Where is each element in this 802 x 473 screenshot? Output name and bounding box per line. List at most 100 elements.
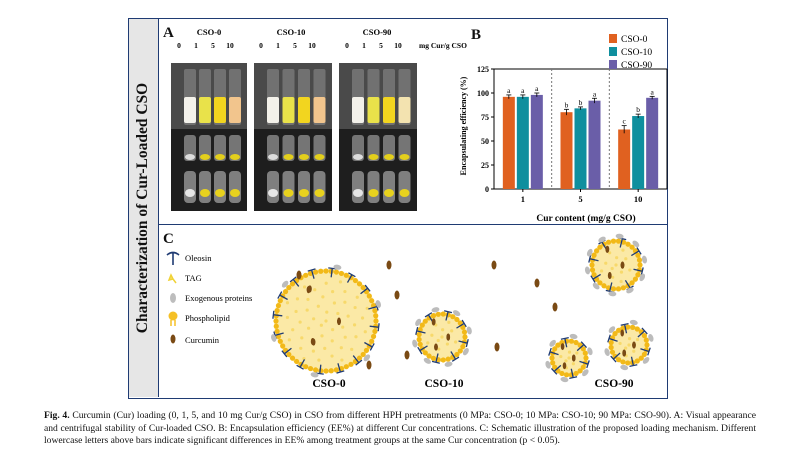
tag-molecule [300, 336, 304, 340]
vial-content [383, 97, 395, 123]
vial-content [313, 97, 326, 123]
oleosin-cap [548, 347, 552, 356]
y-tick-label: 125 [477, 65, 489, 74]
tag-molecule [354, 335, 358, 339]
conc-label: 5 [293, 41, 297, 50]
tube-pellet [283, 189, 294, 197]
phospholipid [583, 355, 589, 361]
oleosin-cap [636, 247, 642, 255]
significance-letter: a [521, 86, 525, 95]
oleosin [450, 351, 457, 360]
tube-pellet [399, 189, 410, 197]
phospholipid [462, 334, 468, 340]
panel-c-label: C [163, 231, 174, 247]
tag-molecule [285, 315, 290, 320]
phospholipid [457, 348, 463, 354]
curcumin [308, 285, 312, 293]
curcumin [560, 343, 565, 351]
panel-a-header: CSO-0 CSO-10 CSO-90 0 1 5 10 0 1 5 10 0 1 5 10 mg C… [177, 27, 467, 50]
free-curcumin [552, 302, 558, 312]
tag-molecule [341, 325, 345, 329]
phospholipid [343, 272, 349, 278]
phospholipid [610, 286, 617, 292]
phospholipid [419, 322, 425, 328]
phospholipid [555, 342, 561, 348]
tag-molecule [343, 335, 347, 339]
centrifuge-tube [398, 135, 411, 161]
centrifuge-tube [398, 171, 411, 203]
tag-molecule [567, 350, 572, 354]
phospholipid [580, 364, 586, 370]
phospholipid [616, 357, 622, 363]
tag-molecule [575, 351, 579, 355]
oleosin [640, 348, 650, 353]
oleosin [570, 368, 574, 378]
tag-molecule [360, 316, 365, 320]
curcumin [571, 354, 576, 362]
curcumin-icon [170, 334, 176, 344]
phospholipid [372, 328, 378, 334]
phospholipid [589, 262, 595, 268]
oleosin-cap [348, 272, 356, 278]
tag-molecule [324, 319, 328, 323]
oleosin [368, 305, 378, 310]
phospholipid [356, 281, 363, 287]
oleosin [416, 330, 426, 334]
tag-molecule [445, 342, 450, 346]
phospholipid [289, 281, 296, 287]
centrifuge-tube [352, 135, 364, 161]
oleosin-cap [629, 364, 638, 368]
oleosin [631, 250, 640, 257]
phospholipid [416, 331, 422, 338]
oleosin-cap [417, 346, 423, 355]
oleosin-cap [610, 355, 617, 363]
exogenous-protein [444, 361, 453, 367]
tag-molecule [319, 323, 323, 327]
phospholipid [625, 241, 631, 247]
exogenous-protein [584, 266, 591, 275]
oleosin-cap [640, 267, 644, 276]
droplet-cso-90-b [545, 333, 593, 383]
phospholipid [615, 238, 622, 244]
exogenous-protein [592, 282, 600, 290]
phospholipid [445, 356, 451, 362]
phospholipid [454, 316, 460, 323]
oleosin [458, 340, 468, 344]
tag-molecule [330, 354, 334, 358]
tag-molecule [450, 329, 454, 333]
oleosin-cap [369, 343, 375, 351]
centrifuge-tube [199, 171, 211, 203]
curcumin [620, 329, 625, 337]
phospholipid [369, 298, 375, 304]
exogenous-protein [642, 356, 650, 364]
curcumin [622, 349, 626, 357]
vial-content [199, 97, 211, 123]
oleosin-cap [560, 336, 569, 340]
bar-cso-10 [574, 108, 587, 189]
exogenous-protein [545, 360, 551, 369]
tag-icon [167, 273, 177, 284]
tube-pellet [200, 189, 210, 197]
phospholipid [549, 355, 555, 361]
phospholipid [369, 338, 375, 344]
phospholipid [275, 302, 282, 309]
oleosin-cap [296, 364, 304, 370]
centrifuge-tube [282, 171, 295, 203]
oleosin-cap [580, 341, 588, 349]
tag-molecule [294, 309, 298, 314]
tube-pellet [185, 154, 195, 160]
tag-molecule [298, 320, 302, 324]
phospholipid [440, 357, 446, 363]
vial-content [352, 97, 364, 123]
oleosin [273, 314, 283, 317]
phospholipid [360, 284, 366, 291]
tube-pellet [268, 189, 278, 197]
phospholipid [286, 284, 292, 291]
phospholipid [635, 272, 641, 278]
phospholipid [363, 347, 370, 353]
curcumin [605, 245, 610, 253]
oleosin-cap [431, 360, 440, 364]
tag-molecule [436, 338, 440, 343]
oleosin-cap [377, 323, 380, 332]
phospholipid [597, 244, 603, 250]
